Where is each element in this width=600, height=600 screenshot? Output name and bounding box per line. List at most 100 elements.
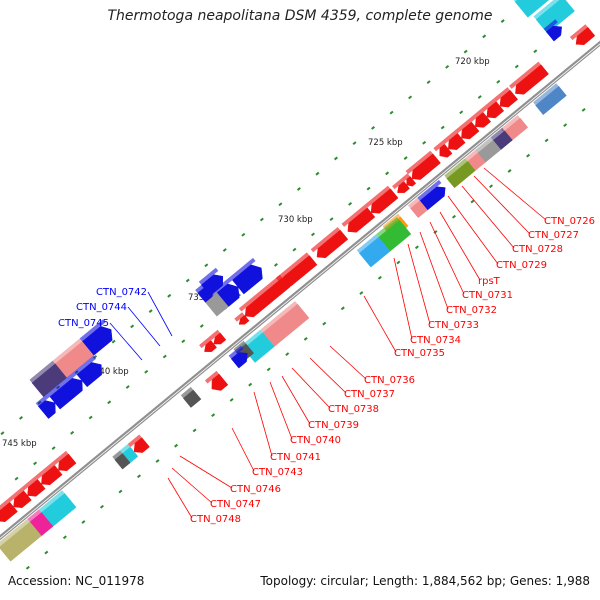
gene-feature xyxy=(244,277,291,318)
gene-label: CTN_0731 xyxy=(462,290,513,301)
tick-mark xyxy=(500,19,505,23)
gene-feature-top xyxy=(74,355,97,375)
tick-mark xyxy=(241,232,246,237)
gene-label: CTN_0739 xyxy=(308,420,359,431)
gene-label: CTN_0740 xyxy=(290,435,341,446)
tick-layer xyxy=(0,19,586,570)
tick-mark xyxy=(422,140,427,145)
tick-mark xyxy=(352,141,357,146)
gene-feature xyxy=(133,437,150,453)
gene-feature-top xyxy=(0,518,30,547)
gene-feature xyxy=(41,465,63,486)
tick-mark xyxy=(563,123,568,128)
gene-feature-top xyxy=(543,19,558,32)
tick-mark xyxy=(489,184,494,189)
gene-label: CTN_0746 xyxy=(230,484,281,495)
tick-mark xyxy=(204,263,209,268)
gene-feature-top xyxy=(35,393,50,407)
gene-feature xyxy=(499,89,519,108)
tick-mark xyxy=(118,489,123,494)
gene-feature-top xyxy=(198,267,219,285)
gene-leader-line xyxy=(393,257,413,340)
tick-mark xyxy=(88,415,93,420)
gene-feature-top xyxy=(79,319,106,342)
tick-mark xyxy=(0,431,5,436)
topology-text: Topology: circular; Length: 1,884,562 bp… xyxy=(260,574,590,588)
gene-feature xyxy=(514,0,550,18)
gene-feature-top xyxy=(0,499,10,511)
gene-feature-top xyxy=(417,179,442,201)
gene-feature-top xyxy=(533,83,559,106)
tick-mark xyxy=(70,430,75,435)
gene-feature xyxy=(575,26,596,45)
tick-mark xyxy=(303,336,308,341)
tick-mark xyxy=(451,214,456,219)
gene-feature-top xyxy=(229,257,256,281)
gene-label: CTN_0735 xyxy=(394,348,445,359)
gene-leader-line xyxy=(281,375,311,425)
gene-feature xyxy=(211,373,229,391)
gene-label: CTN_0737 xyxy=(344,389,395,400)
scale-label: 720 kbp xyxy=(455,57,490,67)
tick-mark xyxy=(581,107,586,112)
tick-mark xyxy=(311,232,315,237)
gene-feature-top xyxy=(241,329,263,349)
tick-mark xyxy=(62,535,67,540)
tick-mark xyxy=(329,217,334,221)
gene-feature-top xyxy=(408,197,420,209)
gene-feature-top xyxy=(490,127,505,141)
gene-feature-top xyxy=(500,115,521,133)
tick-mark xyxy=(544,138,549,143)
tick-mark xyxy=(174,443,179,448)
feature-layer xyxy=(0,0,596,562)
tick-mark xyxy=(414,245,419,250)
gene-feature xyxy=(545,25,562,42)
tick-mark xyxy=(315,171,320,176)
gene-feature-top xyxy=(234,312,245,322)
tick-mark xyxy=(192,428,197,433)
tick-mark xyxy=(526,153,531,158)
gene-leader-line xyxy=(291,367,331,409)
gene-feature xyxy=(316,229,349,259)
tick-mark xyxy=(333,156,338,161)
gene-feature xyxy=(0,521,42,562)
tick-mark xyxy=(396,260,401,265)
gene-feature xyxy=(230,352,248,369)
tick-mark xyxy=(433,230,438,234)
tick-mark xyxy=(403,156,408,160)
tick-mark xyxy=(496,79,501,84)
tick-mark xyxy=(359,291,364,295)
gene-feature-top xyxy=(392,178,404,190)
tick-mark xyxy=(426,80,431,84)
map-title: Thermotoga neapolitana DSM 4359, complet… xyxy=(107,8,493,24)
gene-leader-line xyxy=(127,306,161,347)
tick-mark xyxy=(440,125,445,130)
gene-label: CTN_0744 xyxy=(76,302,127,313)
tick-mark xyxy=(33,461,38,466)
gene-feature-top xyxy=(433,141,445,152)
gene-feature xyxy=(27,479,46,497)
gene-feature-top xyxy=(405,150,433,175)
tick-mark xyxy=(248,382,253,387)
gene-feature-top xyxy=(120,444,131,454)
gene-feature-top xyxy=(228,345,244,359)
gene-feature xyxy=(49,378,83,410)
gene-feature-top xyxy=(7,487,24,503)
tick-mark xyxy=(463,49,468,54)
tick-mark xyxy=(111,339,116,344)
gene-label: CTN_0748 xyxy=(190,514,241,525)
tick-mark xyxy=(477,95,482,99)
gene-label: CTN_0745 xyxy=(58,318,109,329)
label-layer: CTN_0726 CTN_0727 CTN_0728 CTN_0729 rpsT CTN_… xyxy=(58,167,595,525)
tick-mark xyxy=(259,217,264,222)
gene-feature xyxy=(201,274,224,297)
tick-mark xyxy=(470,199,475,204)
gene-feature-top xyxy=(455,118,472,134)
tick-mark xyxy=(222,248,227,252)
gene-label: CTN_0726 xyxy=(544,216,595,227)
tick-mark xyxy=(148,309,153,313)
tick-mark xyxy=(155,459,160,463)
gene-feature xyxy=(114,453,131,470)
backbone-line xyxy=(0,44,600,541)
